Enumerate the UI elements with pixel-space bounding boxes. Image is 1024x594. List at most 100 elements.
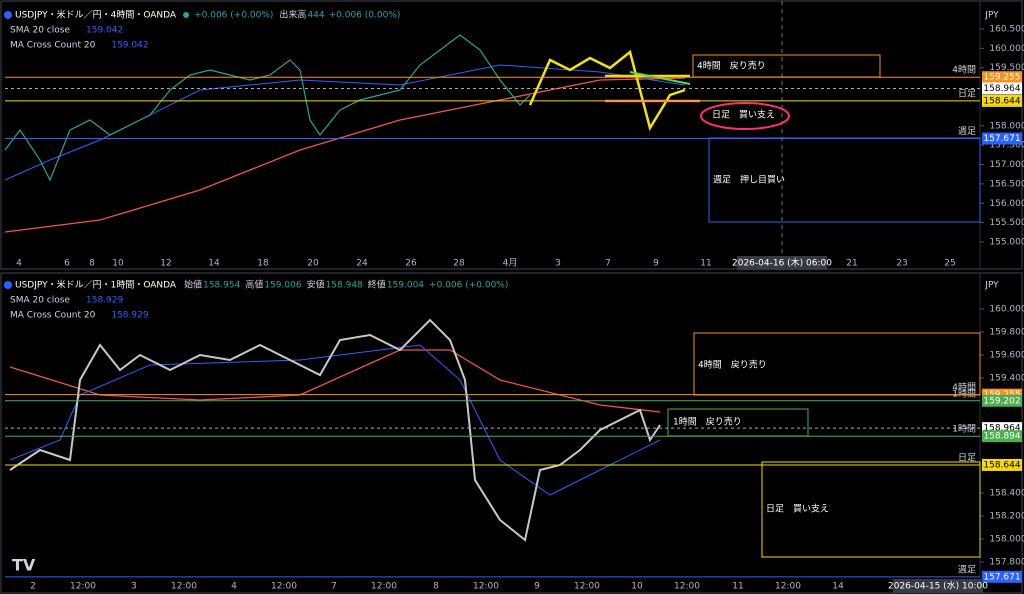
ma-line: [4, 77, 686, 233]
price-badge: [982, 71, 1022, 84]
price-tick-label: 159.600: [989, 351, 1024, 361]
price-path: [9, 318, 661, 542]
price-tick-label: 158.000: [989, 535, 1024, 545]
level-label: 4時間: [952, 382, 976, 393]
time-tick-label: 3: [555, 259, 561, 269]
time-tick-label: 12:00: [171, 582, 197, 592]
level-label: 日足: [958, 88, 976, 99]
price-tick-label: 159.400: [989, 374, 1024, 384]
time-tick-label: 9: [534, 582, 540, 592]
price-tick-label: 158.400: [989, 489, 1024, 499]
price-badge: [982, 82, 1022, 95]
price-tick-label: 158.200: [989, 512, 1024, 522]
change: +0.006 (+0.00%): [194, 11, 273, 21]
currency-button: JPY: [984, 281, 999, 291]
zone-box: [692, 54, 881, 78]
level-label: 4時間: [952, 65, 976, 76]
price-badge: [982, 394, 1022, 407]
price-tick-label: 157.000: [989, 160, 1024, 170]
time-tick-label: 4: [16, 259, 22, 269]
time-tick-label: 10: [631, 582, 643, 592]
ohlc-value: 158.954: [203, 281, 240, 291]
volume-change: +0.006 (0.00%): [329, 11, 401, 21]
price-tick-label: 155.000: [989, 238, 1024, 248]
level-label: 1時間: [952, 424, 976, 435]
time-tick-label: 23: [896, 259, 907, 269]
zone-label: 日足 買い支え: [712, 109, 775, 121]
indicator-name: MA Cross Count 20: [10, 311, 96, 321]
drawing-line: [629, 71, 691, 85]
time-tick-label: 12:00: [574, 582, 600, 592]
time-tick-label: 26: [405, 259, 417, 269]
time-tick-label: 12:00: [473, 582, 499, 592]
time-tick-label: 14: [832, 582, 844, 592]
price-tick-label: 160.000: [989, 305, 1024, 315]
change: +0.006 (+0.00%): [429, 281, 508, 291]
ohlc-value: 159.004: [387, 281, 424, 291]
time-tick-label: 21: [846, 259, 857, 269]
time-tick-label: 6: [64, 259, 70, 269]
price-badge-label: 159.255: [983, 73, 1020, 83]
volume-label: 出来高: [279, 9, 306, 21]
level-label: 週足: [958, 126, 976, 137]
time-tick-label: 7: [331, 582, 337, 592]
level-label: 1時間: [952, 388, 976, 399]
price-path-highlight: [528, 49, 686, 132]
time-tick-label: 24: [356, 259, 368, 269]
price-badge: [982, 430, 1022, 443]
price-badge-label: 159.202: [983, 396, 1020, 406]
time-tick-label: 25: [944, 259, 955, 269]
zone-box: [708, 137, 981, 223]
price-badge-label: 157.671: [983, 134, 1020, 144]
indicator-name: MA Cross Count 20: [10, 41, 96, 51]
time-tick-label: 12:00: [271, 582, 297, 592]
time-tick-label: 9: [653, 259, 659, 269]
indicator-value: 158.929: [86, 296, 123, 306]
price-tick-label: 159.500: [989, 63, 1024, 73]
zone-box: [693, 332, 981, 396]
ohlc-name: 終値: [368, 279, 386, 291]
price-tick-label: 156.000: [989, 199, 1024, 209]
time-tick-label: 8: [89, 259, 95, 269]
volume: 444: [307, 11, 324, 21]
status-dot: [183, 12, 190, 18]
price-tick-label: 157.500: [989, 141, 1024, 151]
indicator-value: 159.042: [111, 41, 148, 51]
symbol: USDJPY・米ドル／円・4時間・OANDA: [15, 9, 177, 21]
price-badge: [982, 132, 1022, 145]
level-label: 週足: [958, 564, 976, 575]
ohlc-value: 158.948: [326, 281, 363, 291]
price-tick-label: 160.000: [989, 44, 1024, 54]
zone-box: [667, 408, 809, 437]
price-badge: [982, 570, 1022, 583]
time-tick-label: 3: [131, 582, 137, 592]
time-tick-label: 12:00: [775, 582, 801, 592]
cursor-time: 2026-04-16 (木) 06:00: [732, 257, 832, 269]
time-tick-label: 12:00: [674, 582, 700, 592]
price-tick-label: 156.500: [989, 179, 1024, 189]
price-tick-label: 157.800: [989, 558, 1024, 568]
price-badge: [982, 458, 1022, 471]
level-label: 日足: [958, 452, 976, 463]
zone-box: [761, 461, 981, 558]
sma-line: [9, 344, 661, 496]
time-tick-label: 10: [112, 259, 124, 269]
time-tick-label: 12:00: [371, 582, 397, 592]
price-tick-label: 159.800: [989, 328, 1024, 338]
zone-label: 4時間 戻り売り: [698, 359, 767, 371]
time-tick-label: 14: [208, 259, 220, 269]
zone-label: 1時間 戻り売り: [673, 416, 742, 428]
ohlc-name: 高値: [245, 279, 263, 291]
price-tick-label: 155.500: [989, 218, 1024, 228]
time-tick-label: 18: [257, 259, 269, 269]
time-tick-label: 12:00: [70, 582, 96, 592]
cursor-time-box: [737, 256, 827, 270]
zone-label: 4時間 戻り売り: [697, 60, 766, 72]
time-tick-label: 12: [160, 259, 171, 269]
price-badge-label: 158.644: [983, 460, 1020, 470]
price-badge-label: 158.894: [983, 432, 1020, 442]
time-tick-label: 11: [700, 259, 711, 269]
